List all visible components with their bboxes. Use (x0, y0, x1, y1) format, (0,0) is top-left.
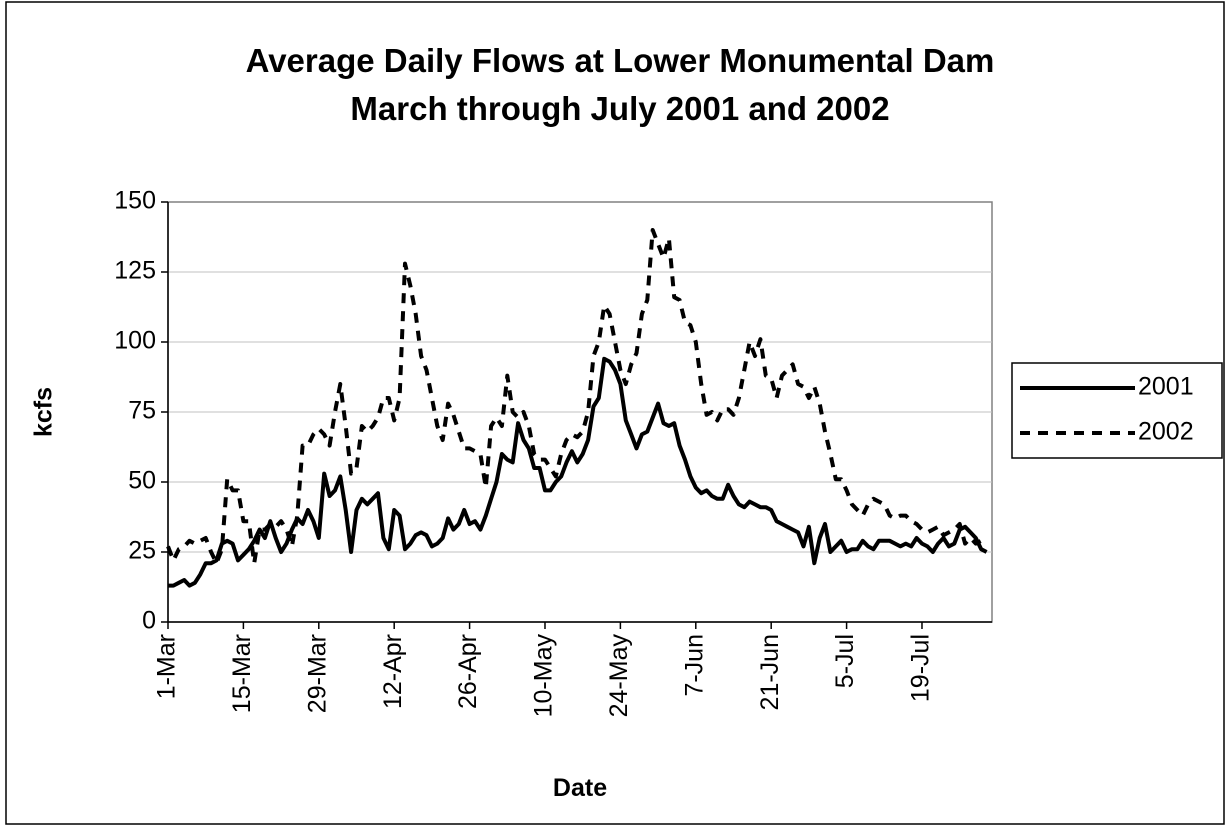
y-axis-label: kcfs (30, 387, 58, 437)
series-line (168, 356, 988, 588)
x-tick-label: 1-Mar (153, 634, 181, 699)
y-tick-label: 0 (142, 607, 156, 635)
y-tick-label: 75 (128, 397, 156, 425)
legend-label: 2001 (1138, 373, 1194, 401)
x-tick-label: 10-May (530, 634, 558, 718)
y-tick-label: 25 (128, 537, 156, 565)
y-tick-label: 150 (114, 187, 156, 215)
x-axis-label: Date (553, 774, 607, 802)
chart-subtitle: March through July 2001 and 2002 (350, 90, 889, 127)
x-tick-label: 19-Jul (907, 634, 935, 702)
x-tick-label: 15-Mar (228, 634, 256, 713)
series-line (166, 228, 988, 566)
x-tick-label: 29-Mar (303, 634, 331, 713)
x-tick-label: 26-Apr (454, 634, 482, 709)
chart-title: Average Daily Flows at Lower Monumental … (246, 42, 995, 79)
legend-label: 2002 (1138, 418, 1194, 446)
y-tick-label: 100 (114, 327, 156, 355)
legend-box (1011, 362, 1223, 459)
y-tick-label: 50 (128, 467, 156, 495)
x-tick-label: 5-Jul (831, 634, 859, 688)
y-tick-label: 125 (114, 257, 156, 285)
x-tick-label: 21-Jun (756, 634, 784, 710)
x-tick-label: 7-Jun (680, 634, 708, 697)
x-tick-label: 24-May (605, 634, 633, 718)
x-tick-label: 12-Apr (379, 634, 407, 709)
